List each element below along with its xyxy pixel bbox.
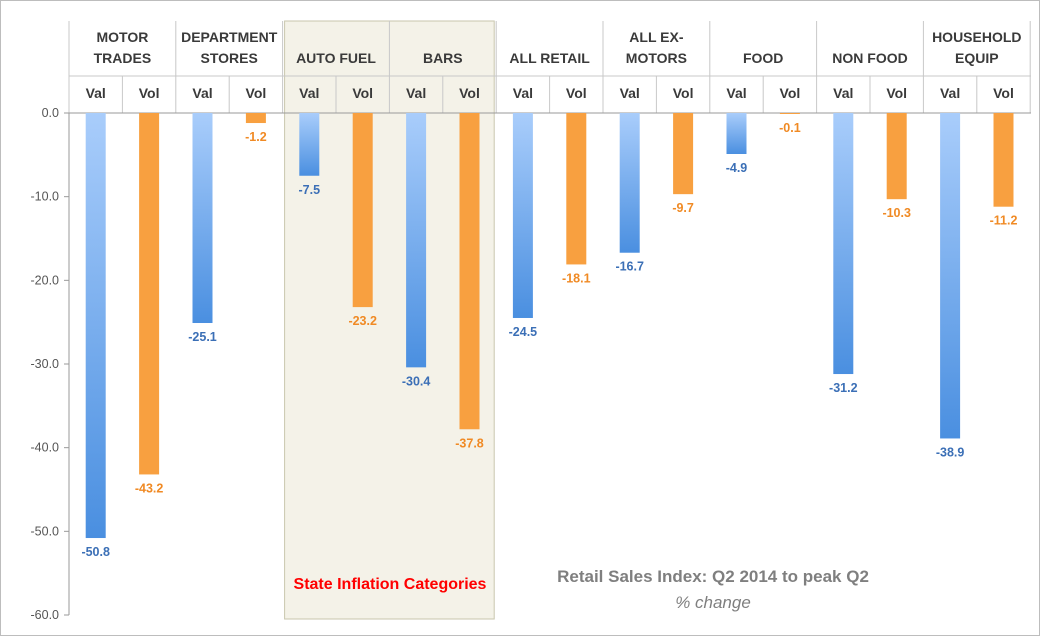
vol-bar [352, 113, 373, 308]
vol-bar [566, 113, 587, 265]
y-tick-label: -30.0 [31, 357, 60, 371]
val-data-label: -50.8 [81, 545, 110, 559]
vol-data-label: -10.3 [882, 206, 911, 220]
vol-header: Vol [886, 85, 907, 101]
val-header: Val [833, 85, 853, 101]
category-label: DEPARTMENT [181, 29, 278, 45]
category-label: ALL EX- [629, 29, 684, 45]
y-tick-label: 0.0 [42, 106, 59, 120]
val-header: Val [726, 85, 746, 101]
val-header: Val [940, 85, 960, 101]
category-label: HOUSEHOLD [932, 29, 1021, 45]
vol-data-label: -11.2 [990, 214, 1018, 228]
vol-data-label: -23.2 [348, 314, 377, 328]
val-data-label: -4.9 [726, 161, 748, 175]
vol-bar [779, 113, 800, 114]
vol-bar [673, 113, 694, 195]
vol-header: Vol [673, 85, 694, 101]
val-data-label: -30.4 [402, 374, 431, 388]
vol-header: Vol [139, 85, 160, 101]
vol-bar [459, 113, 480, 430]
val-header: Val [620, 85, 640, 101]
chart-title: Retail Sales Index: Q2 2014 to peak Q2 [557, 567, 869, 586]
category-label: NON FOOD [832, 50, 907, 66]
category-label: AUTO FUEL [296, 50, 376, 66]
val-bar [85, 113, 106, 539]
val-data-label: -25.1 [188, 330, 217, 344]
y-tick-label: -60.0 [31, 608, 60, 622]
y-tick-label: -10.0 [31, 190, 60, 204]
vol-header: Vol [566, 85, 587, 101]
vol-header: Vol [459, 85, 480, 101]
chart-subtitle: % change [675, 593, 751, 612]
vol-header: Vol [780, 85, 801, 101]
val-header: Val [86, 85, 106, 101]
category-label: MOTORS [626, 50, 687, 66]
highlight-band [284, 20, 495, 620]
vol-data-label: -18.1 [562, 271, 591, 285]
y-tick-label: -20.0 [31, 273, 60, 287]
val-data-label: -7.5 [299, 183, 321, 197]
val-header: Val [406, 85, 426, 101]
vol-data-label: -0.1 [779, 121, 801, 135]
vol-bar [993, 113, 1014, 207]
highlight-label: State Inflation Categories [294, 576, 487, 593]
y-tick-label: -40.0 [31, 441, 60, 455]
val-bar [726, 113, 747, 154]
category-label: BARS [423, 50, 463, 66]
val-bar [192, 113, 213, 324]
y-tick-label: -50.0 [31, 524, 60, 538]
category-label: STORES [201, 50, 258, 66]
val-bar [299, 113, 320, 176]
category-label: ALL RETAIL [509, 50, 590, 66]
val-data-label: -24.5 [509, 325, 538, 339]
category-label: MOTOR [96, 29, 148, 45]
val-header: Val [513, 85, 533, 101]
vol-data-label: -43.2 [135, 481, 164, 495]
val-bar [940, 113, 961, 439]
val-data-label: -38.9 [936, 445, 965, 459]
val-data-label: -31.2 [829, 381, 858, 395]
vol-header: Vol [246, 85, 267, 101]
val-header: Val [299, 85, 319, 101]
val-bar [619, 113, 640, 253]
val-bar [833, 113, 854, 375]
category-label: TRADES [94, 50, 152, 66]
category-label: EQUIP [955, 50, 999, 66]
vol-data-label: -1.2 [245, 130, 267, 144]
vol-data-label: -9.7 [672, 201, 694, 215]
val-bar [406, 113, 427, 368]
vol-header: Vol [352, 85, 373, 101]
vol-bar [139, 113, 160, 475]
val-bar [512, 113, 533, 318]
vol-bar [886, 113, 907, 200]
val-header: Val [192, 85, 212, 101]
vol-header: Vol [993, 85, 1014, 101]
val-data-label: -16.7 [615, 260, 644, 274]
vol-bar [245, 113, 266, 124]
vol-data-label: -37.8 [455, 436, 484, 450]
category-label: FOOD [743, 50, 783, 66]
